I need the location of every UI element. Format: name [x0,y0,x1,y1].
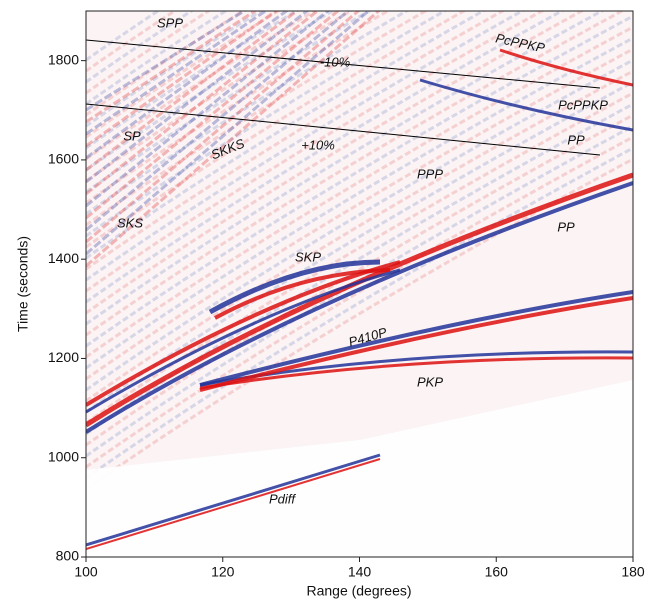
trace-band [86,124,633,458]
minus-10-percent-line [86,39,601,89]
phase-arrival [86,181,633,434]
trace-band [86,11,448,238]
trace-band [86,11,429,227]
y-tick-label: 1600 [48,151,79,167]
phase-label: PKP [417,374,443,389]
trace-band [86,11,487,260]
trace-band [86,69,633,403]
trace-band [86,11,565,304]
y-tick-label: 1800 [48,51,79,67]
trace-band [86,11,361,244]
trace-band [86,11,381,268]
phase-arrival [199,356,633,390]
trace-band [86,11,246,117]
phase-label: SKS [117,215,143,230]
trace-band [86,11,247,112]
phase-label: +10% [301,137,335,152]
trace-band [86,11,289,160]
y-axis-label: Time (seconds) [15,236,31,332]
y-tick-label: 1400 [48,250,79,266]
trace-band [86,146,633,480]
phase-arrival [499,48,633,87]
x-tick-label: 180 [621,564,645,580]
trace-band [86,11,317,161]
phase-arrival [199,296,633,392]
phase-label: Pdiff [269,491,296,506]
phase-arrival [199,290,633,387]
trace-band [86,11,467,249]
trace-band [86,11,372,194]
trace-band [86,11,300,172]
phase-label: PPP [417,166,443,181]
phase-arrival [214,268,391,320]
phase-arrival [86,172,633,428]
phase-label: PP [557,219,575,234]
trace-band [86,25,633,359]
plus-10-percent-line [86,103,601,156]
trace-band [86,11,341,220]
phase-label: PcPPKP [558,97,608,112]
trace-band [86,11,371,256]
trace-band [86,11,391,205]
x-tick-label: 140 [348,564,372,580]
trace-band [86,11,585,315]
trace-band [86,14,633,348]
trace-band [86,11,320,196]
trace-band [86,135,633,469]
trace-band [86,11,336,172]
phase-arrival [86,453,381,547]
x-tick-label: 100 [74,564,98,580]
phase-label: SKP [295,249,321,264]
trace-band [86,11,264,128]
trace-band [86,11,195,84]
trace-band [86,11,258,124]
trace-band [86,11,299,150]
trace-band [86,11,178,73]
trace-band [86,11,229,106]
trace-band [86,11,526,282]
phase-label: SP [123,128,141,143]
x-tick-label: 160 [485,564,509,580]
trace-band [86,11,605,326]
phase-label: PP [567,132,585,147]
seismic-traces [86,11,633,557]
phase-arrival [86,268,401,414]
y-tick-label: 1200 [48,349,79,365]
quiet-zone [86,380,633,557]
trace-band [86,11,626,337]
trace-band [86,11,279,148]
phase-label: SPP [157,15,183,30]
phase-arrival [208,259,381,315]
trace-band [86,11,310,184]
y-tick-label: 1000 [48,448,79,464]
phase-arrival [419,78,633,132]
y-tick-label: 800 [56,548,80,564]
x-axis-label: Range (degrees) [306,583,411,599]
trace-band [86,36,633,370]
trace-band [86,11,351,232]
trace-band [86,47,633,381]
trace-band [86,113,633,447]
x-tick-label: 120 [211,564,235,580]
trace-band [86,11,354,183]
phase-arrival [86,458,381,550]
trace-band [86,11,506,271]
trace-band [86,11,282,139]
phase-label: -10% [320,54,350,69]
trace-band [86,11,269,136]
trace-band [86,11,410,216]
trace-band [86,11,212,95]
trace-band [86,11,161,62]
